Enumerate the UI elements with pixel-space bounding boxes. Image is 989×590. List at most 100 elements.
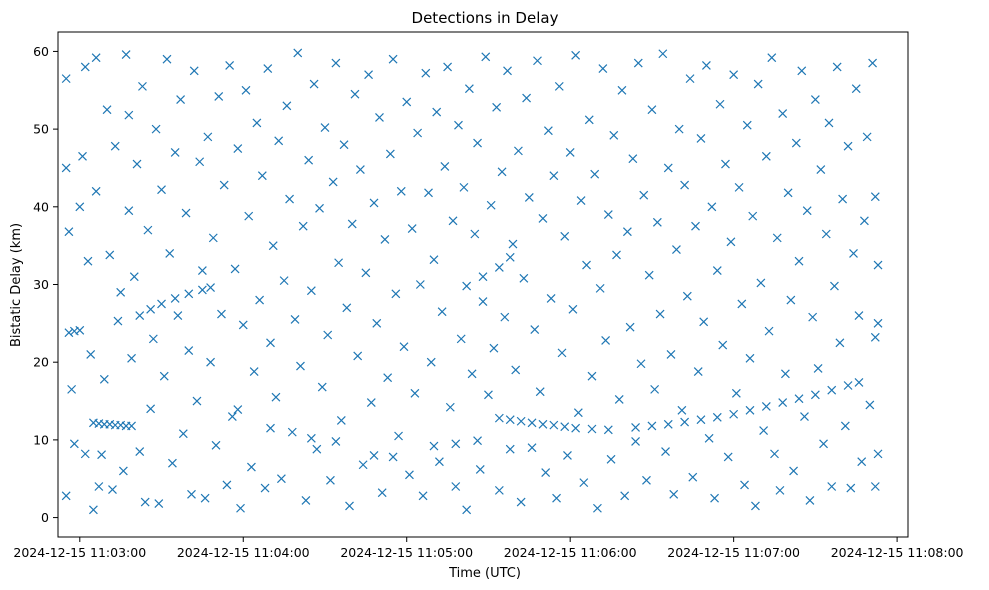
data-point	[870, 482, 880, 491]
data-point	[503, 66, 512, 76]
data-point	[323, 330, 333, 340]
data-point	[464, 84, 474, 94]
data-point	[543, 126, 553, 136]
data-point	[644, 270, 654, 280]
data-point	[372, 318, 382, 328]
data-point	[197, 285, 207, 295]
data-point	[524, 193, 534, 202]
data-point	[167, 458, 177, 468]
data-point	[647, 105, 657, 115]
data-point	[184, 289, 194, 299]
data-point	[247, 462, 256, 472]
data-point	[306, 433, 316, 443]
data-point	[824, 118, 834, 128]
data-point	[808, 312, 818, 322]
data-point	[614, 395, 624, 404]
data-point	[80, 449, 90, 459]
data-point	[802, 206, 812, 216]
data-point	[129, 272, 139, 282]
x-tick-label: 2024-12-15 11:03:00	[13, 545, 146, 560]
data-point	[857, 457, 867, 467]
data-point	[396, 186, 406, 196]
data-point	[494, 413, 504, 423]
data-point	[533, 56, 542, 66]
data-point	[165, 248, 175, 258]
data-point	[554, 81, 564, 91]
data-point	[682, 291, 692, 301]
data-point	[696, 415, 706, 425]
data-point	[541, 468, 551, 477]
data-point	[336, 416, 346, 425]
data-point	[631, 423, 640, 432]
data-point	[873, 260, 883, 270]
data-point	[598, 64, 608, 73]
data-point	[707, 202, 717, 212]
data-point	[560, 422, 570, 432]
data-point	[603, 425, 613, 435]
data-point	[505, 444, 515, 454]
data-point	[666, 349, 676, 359]
data-point	[287, 427, 297, 437]
data-point	[870, 332, 880, 342]
data-point	[230, 264, 240, 274]
data-point	[448, 216, 458, 226]
data-point	[80, 62, 90, 72]
data-point	[595, 283, 605, 293]
data-point	[612, 250, 621, 260]
data-point	[364, 70, 374, 80]
data-point	[549, 420, 559, 430]
data-point	[211, 440, 221, 450]
data-point	[257, 171, 267, 181]
data-point	[582, 260, 591, 270]
data-point	[723, 452, 733, 462]
data-point	[609, 130, 619, 140]
data-point	[655, 309, 665, 319]
data-point	[105, 250, 115, 260]
data-point	[652, 217, 662, 227]
data-point	[753, 79, 763, 89]
data-point	[415, 280, 425, 289]
data-point	[840, 421, 850, 431]
data-point	[849, 248, 858, 258]
data-point	[426, 357, 436, 367]
data-point	[742, 120, 752, 130]
data-point	[99, 374, 109, 384]
data-point	[873, 318, 883, 328]
data-point	[407, 224, 417, 233]
data-point	[794, 394, 804, 404]
data-point	[712, 412, 722, 422]
data-point	[388, 54, 398, 64]
data-point	[622, 227, 632, 237]
data-point	[184, 346, 194, 355]
data-point	[693, 367, 703, 376]
data-point	[712, 266, 722, 275]
data-point	[143, 225, 153, 235]
data-point	[759, 426, 769, 435]
data-point	[91, 53, 101, 63]
data-point	[127, 421, 136, 431]
data-point	[729, 409, 739, 419]
x-tick-label: 2024-12-15 11:05:00	[340, 545, 473, 560]
data-point	[873, 449, 883, 459]
data-point	[628, 154, 638, 164]
data-point	[557, 348, 567, 358]
data-point	[260, 483, 270, 493]
data-point	[75, 202, 85, 212]
data-point	[680, 180, 690, 190]
data-point	[127, 353, 136, 363]
data-point	[527, 418, 537, 428]
data-point	[170, 294, 180, 303]
data-point	[767, 53, 777, 63]
data-point	[339, 140, 349, 150]
x-tick-label: 2024-12-15 11:08:00	[831, 545, 964, 560]
data-point	[434, 457, 444, 467]
data-point	[296, 361, 305, 371]
data-point	[511, 365, 521, 375]
data-point	[587, 371, 597, 381]
data-point	[124, 206, 134, 216]
data-point	[592, 503, 602, 513]
data-point	[110, 141, 120, 151]
data-point	[241, 85, 251, 95]
data-point	[481, 52, 491, 62]
data-point	[451, 439, 461, 449]
